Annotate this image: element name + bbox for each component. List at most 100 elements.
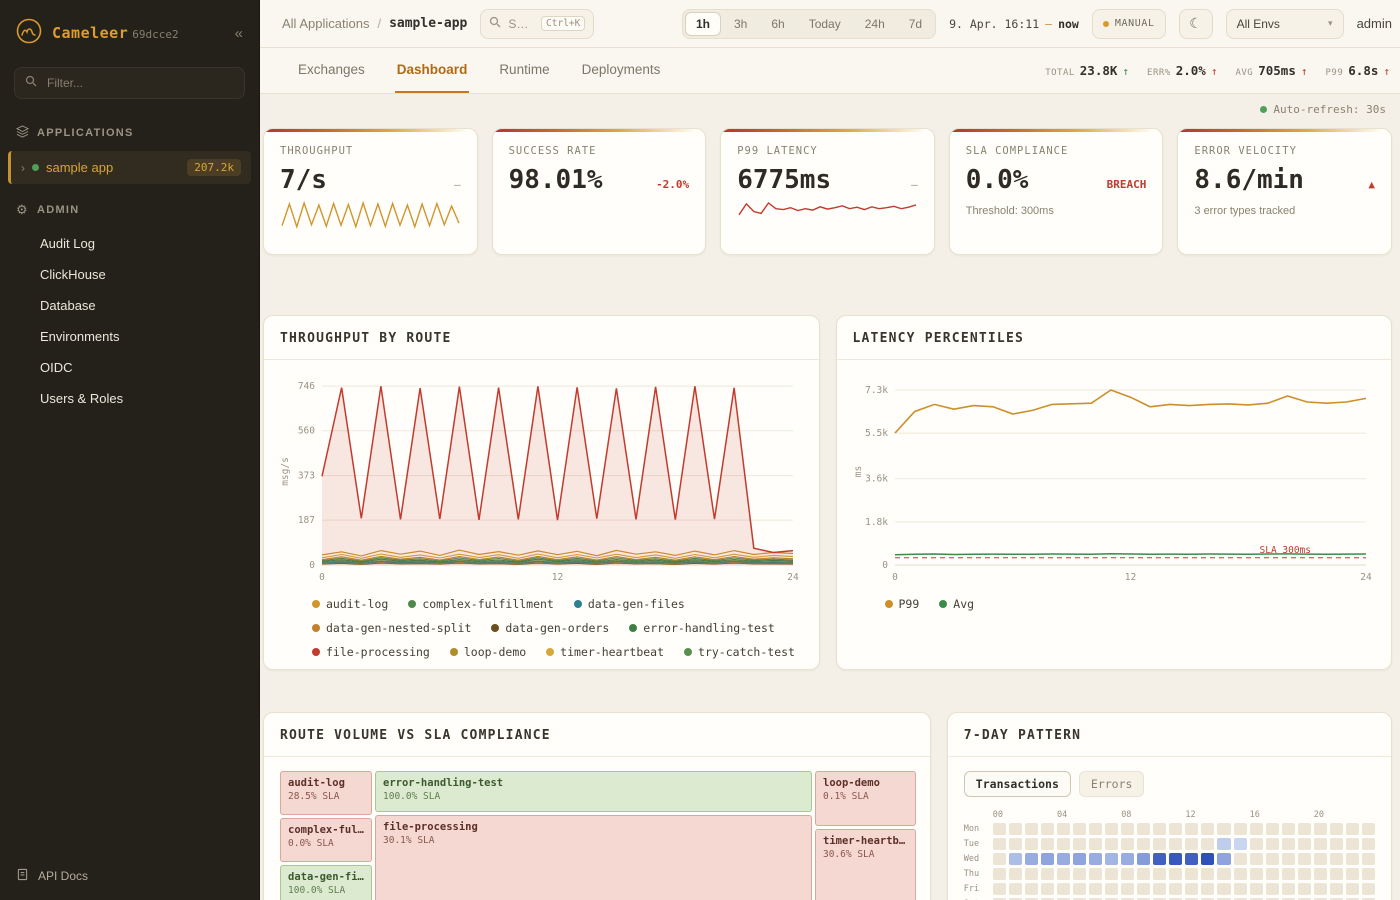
heatmap-cell[interactable] [1313, 823, 1327, 835]
heatmap-cell[interactable] [1105, 868, 1119, 880]
heatmap-cell[interactable] [1201, 853, 1215, 865]
heatmap-cell[interactable] [1040, 898, 1054, 900]
heatmap-cell[interactable] [1345, 823, 1359, 835]
heatmap-cell[interactable] [1185, 823, 1199, 835]
heatmap-cell[interactable] [1265, 898, 1279, 900]
heatmap-cell[interactable] [1105, 838, 1119, 850]
heatmap-cell[interactable] [1281, 823, 1295, 835]
breadcrumb-all-applications[interactable]: All Applications [282, 16, 370, 31]
heatmap-cell[interactable] [1169, 883, 1183, 895]
tab-dashboard[interactable]: Dashboard [394, 48, 470, 93]
heatmap-cell[interactable] [1313, 853, 1327, 865]
heatmap-cell[interactable] [1233, 823, 1247, 835]
environment-select[interactable]: All Envs ▾ [1225, 8, 1344, 39]
heatmap-cell[interactable] [1056, 868, 1071, 880]
heatmap-cell[interactable] [1024, 883, 1038, 895]
sidebar-item-sample-app[interactable]: › sample app 207.2k [8, 151, 251, 184]
heatmap-cell[interactable] [1137, 823, 1151, 835]
heatmap-cell[interactable] [1345, 853, 1359, 865]
heatmap-cell[interactable] [1089, 868, 1103, 880]
heatmap-cell[interactable] [1121, 853, 1135, 865]
heatmap-cell[interactable] [1297, 838, 1311, 850]
theme-toggle-button[interactable]: ☾ [1178, 8, 1213, 39]
heatmap-cell[interactable] [1281, 853, 1295, 865]
heatmap-cell[interactable] [1024, 838, 1038, 850]
heatmap-cell[interactable] [1281, 898, 1295, 900]
heatmap-cell[interactable] [1313, 868, 1327, 880]
sidebar-item-environments[interactable]: Environments [40, 329, 120, 344]
heatmap-cell[interactable] [1217, 868, 1231, 880]
heatmap-cell[interactable] [1361, 853, 1375, 865]
heatmap-cell[interactable] [1361, 868, 1375, 880]
heatmap-cell[interactable] [1056, 838, 1071, 850]
heatmap-cell[interactable] [1008, 838, 1022, 850]
treemap-cell-timer-heartbeat[interactable]: timer-heartbeat 30.6% SLA [815, 829, 916, 900]
legend-item-P99[interactable]: P99 [884, 597, 919, 611]
heatmap-cell[interactable] [1073, 868, 1087, 880]
legend-item-Avg[interactable]: Avg [939, 597, 974, 611]
heatmap-cell[interactable] [992, 898, 1006, 900]
heatmap-cell[interactable] [1153, 853, 1167, 865]
heatmap-cell[interactable] [1185, 883, 1199, 895]
range-6h-button[interactable]: 6h [760, 12, 795, 36]
heatmap-cell[interactable] [1313, 883, 1327, 895]
heatmap-cell[interactable] [1040, 823, 1054, 835]
heatmap-cell[interactable] [1153, 898, 1167, 900]
heatmap-cell[interactable] [992, 883, 1006, 895]
heatmap-cell[interactable] [1233, 868, 1247, 880]
heatmap-cell[interactable] [1024, 898, 1038, 900]
heatmap-cell[interactable] [1153, 823, 1167, 835]
legend-item-try-catch-test[interactable]: try-catch-test [684, 645, 795, 659]
heatmap-cell[interactable] [1121, 823, 1135, 835]
heatmap-cell[interactable] [1329, 823, 1343, 835]
legend-item-data-gen-files[interactable]: data-gen-files [573, 597, 685, 611]
toggle-transactions[interactable]: Transactions [963, 771, 1071, 797]
heatmap-cell[interactable] [1056, 823, 1071, 835]
heatmap-cell[interactable] [1233, 853, 1247, 865]
heatmap-cell[interactable] [1233, 838, 1247, 850]
heatmap-cell[interactable] [992, 853, 1006, 865]
heatmap-cell[interactable] [1089, 883, 1103, 895]
heatmap-cell[interactable] [1233, 898, 1247, 900]
legend-item-audit-log[interactable]: audit-log [312, 597, 388, 611]
heatmap-cell[interactable] [1249, 838, 1263, 850]
heatmap-cell[interactable] [1169, 868, 1183, 880]
time-range-display[interactable]: 9. Apr. 16:11 — now [949, 17, 1079, 31]
heatmap-cell[interactable] [1137, 838, 1151, 850]
legend-item-complex-fulfillment[interactable]: complex-fulfillment [408, 597, 554, 611]
heatmap-cell[interactable] [1073, 823, 1087, 835]
legend-item-loop-demo[interactable]: loop-demo [449, 645, 526, 659]
heatmap-cell[interactable] [1345, 883, 1359, 895]
heatmap-cell[interactable] [1281, 883, 1295, 895]
user-menu[interactable]: admin [1356, 16, 1392, 31]
sidebar-item-database[interactable]: Database [40, 298, 96, 313]
heatmap-cell[interactable] [1281, 838, 1295, 850]
sidebar-item-users-roles[interactable]: Users & Roles [40, 391, 124, 406]
heatmap-cell[interactable] [1345, 868, 1359, 880]
heatmap-cell[interactable] [1105, 853, 1119, 865]
heatmap-cell[interactable] [1089, 853, 1103, 865]
heatmap-cell[interactable] [1297, 883, 1311, 895]
heatmap-cell[interactable] [1056, 853, 1071, 865]
heatmap-cell[interactable] [1329, 898, 1343, 900]
heatmap-cell[interactable] [1137, 883, 1151, 895]
heatmap-cell[interactable] [1008, 868, 1022, 880]
heatmap-cell[interactable] [1329, 853, 1343, 865]
range-1h-button[interactable]: 1h [684, 11, 721, 36]
legend-item-error-handling-test[interactable]: error-handling-test [629, 621, 775, 635]
treemap-cell-error-handling-test[interactable]: error-handling-test 100.0% SLA [375, 771, 812, 812]
range-24h-button[interactable]: 24h [854, 12, 896, 36]
legend-item-timer-heartbeat[interactable]: timer-heartbeat [546, 645, 664, 659]
heatmap-cell[interactable] [1265, 853, 1279, 865]
heatmap-cell[interactable] [1329, 838, 1343, 850]
throughput-by-route-chart[interactable]: 0 187 373 560 746 0 12 24 msg/s [278, 370, 805, 585]
heatmap-cell[interactable] [1249, 868, 1263, 880]
heatmap-cell[interactable] [1185, 898, 1199, 900]
heatmap-cell[interactable] [1169, 898, 1183, 900]
legend-item-file-processing[interactable]: file-processing [312, 645, 430, 659]
heatmap-cell[interactable] [1297, 853, 1311, 865]
heatmap-cell[interactable] [1313, 838, 1327, 850]
heatmap-cell[interactable] [1217, 883, 1231, 895]
heatmap-cell[interactable] [1249, 883, 1263, 895]
heatmap-cell[interactable] [1185, 868, 1199, 880]
